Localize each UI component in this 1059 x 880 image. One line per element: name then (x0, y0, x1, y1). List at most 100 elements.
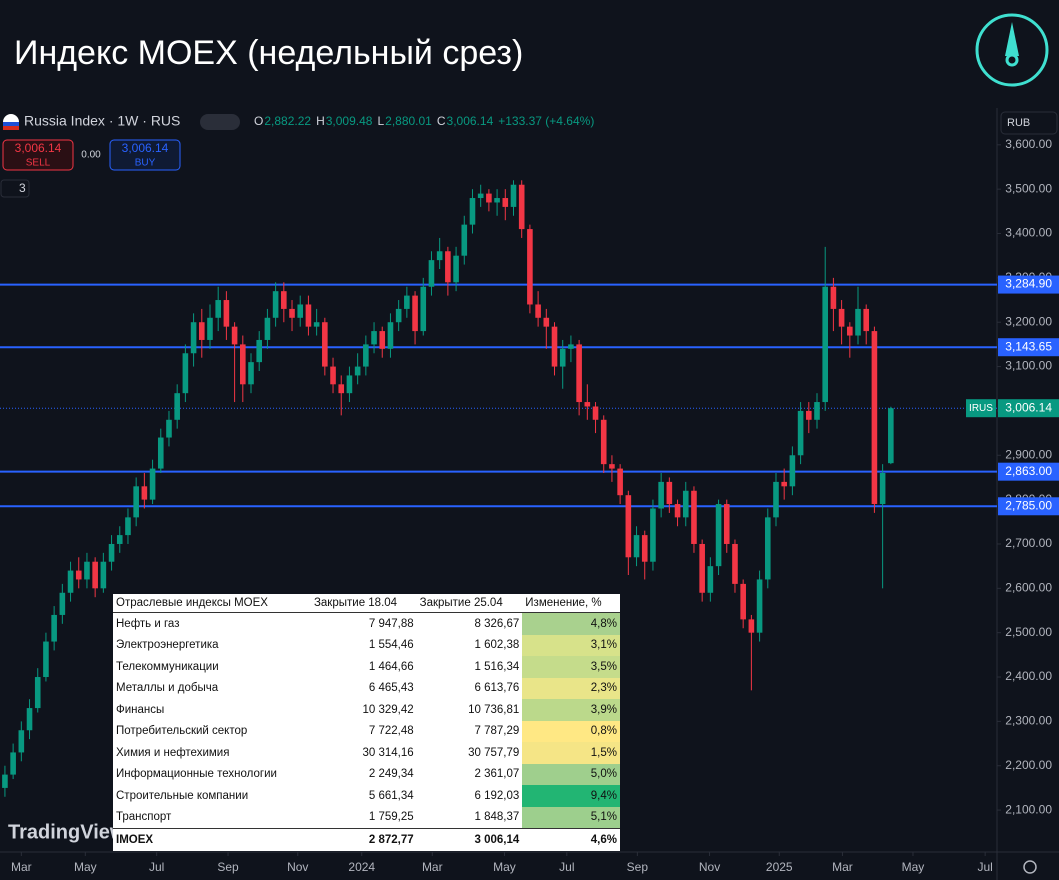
candle-body (863, 308, 870, 332)
table-cell: 3,9% (522, 699, 620, 721)
candle-body (543, 317, 550, 327)
table-cell: 5 661,34 (368, 789, 414, 802)
sell-button[interactable] (2, 139, 74, 171)
table-cell: 1 516,34 (474, 660, 520, 673)
currency-select[interactable] (1000, 111, 1058, 135)
table-cell: 6 465,43 (368, 682, 414, 695)
candle-body (338, 384, 345, 394)
candle-body (272, 291, 279, 318)
indicators-toggle[interactable] (0, 179, 30, 198)
candle-body (855, 308, 861, 336)
level-box (998, 462, 1059, 481)
candle-body (43, 641, 49, 678)
level-box (998, 338, 1059, 357)
table-cell: 30 757,79 (468, 746, 520, 759)
indicators-count: 3 (19, 181, 26, 195)
candle-body (609, 464, 615, 469)
x-tick-label: 2025 (766, 860, 793, 874)
candle-body (748, 619, 755, 633)
candle-body (830, 286, 837, 309)
candle-body (789, 455, 796, 487)
table-cell: 2 249,34 (368, 768, 414, 781)
toggle[interactable] (200, 114, 240, 130)
table-cell: 30 314,16 (362, 746, 414, 759)
candle-body (510, 184, 517, 207)
quote-o-label: O (254, 114, 263, 128)
spread: 0.00 (81, 150, 101, 161)
candle-body (617, 468, 623, 496)
table-cell: Закрытие 25.04 (416, 594, 523, 613)
y-tick-label: 2,700.00 (1005, 536, 1052, 550)
x-tick-label: Sep (627, 860, 649, 874)
table-cell: 1 554,46 (368, 639, 414, 652)
candle-body (576, 344, 582, 403)
table-row: Отраслевые индексы MOEX Закрытие 18.04 Зак… (113, 594, 620, 613)
table-row: Нефть и газ 7 947,88 8 326,67 4,8% (113, 612, 620, 635)
y-tick-label: 2,900.00 (1005, 447, 1052, 461)
table-cell: 2 872,77 (310, 828, 417, 851)
candle-body (764, 517, 771, 580)
x-tick-label: Jul (559, 860, 574, 874)
candle-body (633, 535, 640, 558)
quote-h-label: H (316, 114, 325, 128)
candle-body (420, 286, 427, 332)
table-cell: Информационные технологии (116, 768, 277, 781)
x-tick-label: Jul (149, 860, 164, 874)
y-tick-label: 2,200.00 (1005, 758, 1052, 772)
candle-body (527, 229, 533, 305)
flag-icon (3, 122, 19, 126)
x-tick-label: Mar (832, 860, 853, 874)
candle-body (371, 331, 377, 345)
y-tick-label: 3,400.00 (1005, 226, 1052, 240)
candle-body (551, 326, 558, 367)
logo-icon (975, 13, 1049, 87)
candle-body (297, 304, 304, 318)
candle-body (330, 366, 336, 385)
candle-body (535, 304, 541, 318)
y-tick-label: 2,500.00 (1005, 625, 1052, 639)
table-cell: 10 329,42 (362, 703, 414, 716)
table-cell: 1 464,66 (368, 660, 414, 673)
candle-body (428, 260, 435, 287)
candle-body (108, 543, 115, 562)
table-cell: 0,8% (522, 720, 620, 742)
table-cell: 4,8% (522, 612, 620, 635)
candle-body (814, 402, 820, 420)
y-tick-label: 2,600.00 (1005, 580, 1052, 594)
candle-body (67, 570, 74, 593)
candle-body (847, 326, 853, 336)
candle-body (313, 322, 320, 327)
candle-body (379, 331, 386, 349)
buy-button[interactable] (109, 139, 181, 171)
y-tick-label: 2,400.00 (1005, 669, 1052, 683)
candle-body (461, 224, 468, 256)
x-tick-label: Jul (977, 860, 992, 874)
table-cell: Строительные компании (116, 789, 249, 802)
quote-l-label: L (377, 114, 384, 128)
table-cell: 7 722,48 (368, 725, 414, 738)
settings-icon[interactable] (1023, 860, 1037, 874)
table-row: Телекоммуникации 1 464,66 1 516,34 3,5% (113, 656, 620, 678)
candle-body (289, 308, 295, 318)
candle-body (518, 184, 525, 230)
candle-body (198, 322, 205, 340)
candle-body (888, 408, 894, 464)
level-label: 3,284.90 (1005, 277, 1052, 291)
x-tick-label: May (902, 860, 925, 874)
level-box (998, 497, 1059, 516)
candle-body (34, 677, 41, 709)
candle-body (141, 486, 148, 500)
table-cell: Телекоммуникации (116, 660, 219, 673)
candle-body (207, 317, 213, 340)
candle-body (215, 300, 221, 318)
candle-body (641, 535, 648, 562)
sell-label: SELL (26, 158, 51, 169)
table-cell: 10 736,81 (468, 703, 520, 716)
x-tick-label: Nov (287, 860, 308, 874)
candle-body (223, 300, 230, 327)
y-tick-label: 3,100.00 (1005, 359, 1052, 373)
table-row: Металлы и добыча 6 465,43 6 613,76 2,3% (113, 677, 620, 699)
y-tick-label: 3,600.00 (1005, 137, 1052, 151)
candle-body (674, 504, 681, 518)
